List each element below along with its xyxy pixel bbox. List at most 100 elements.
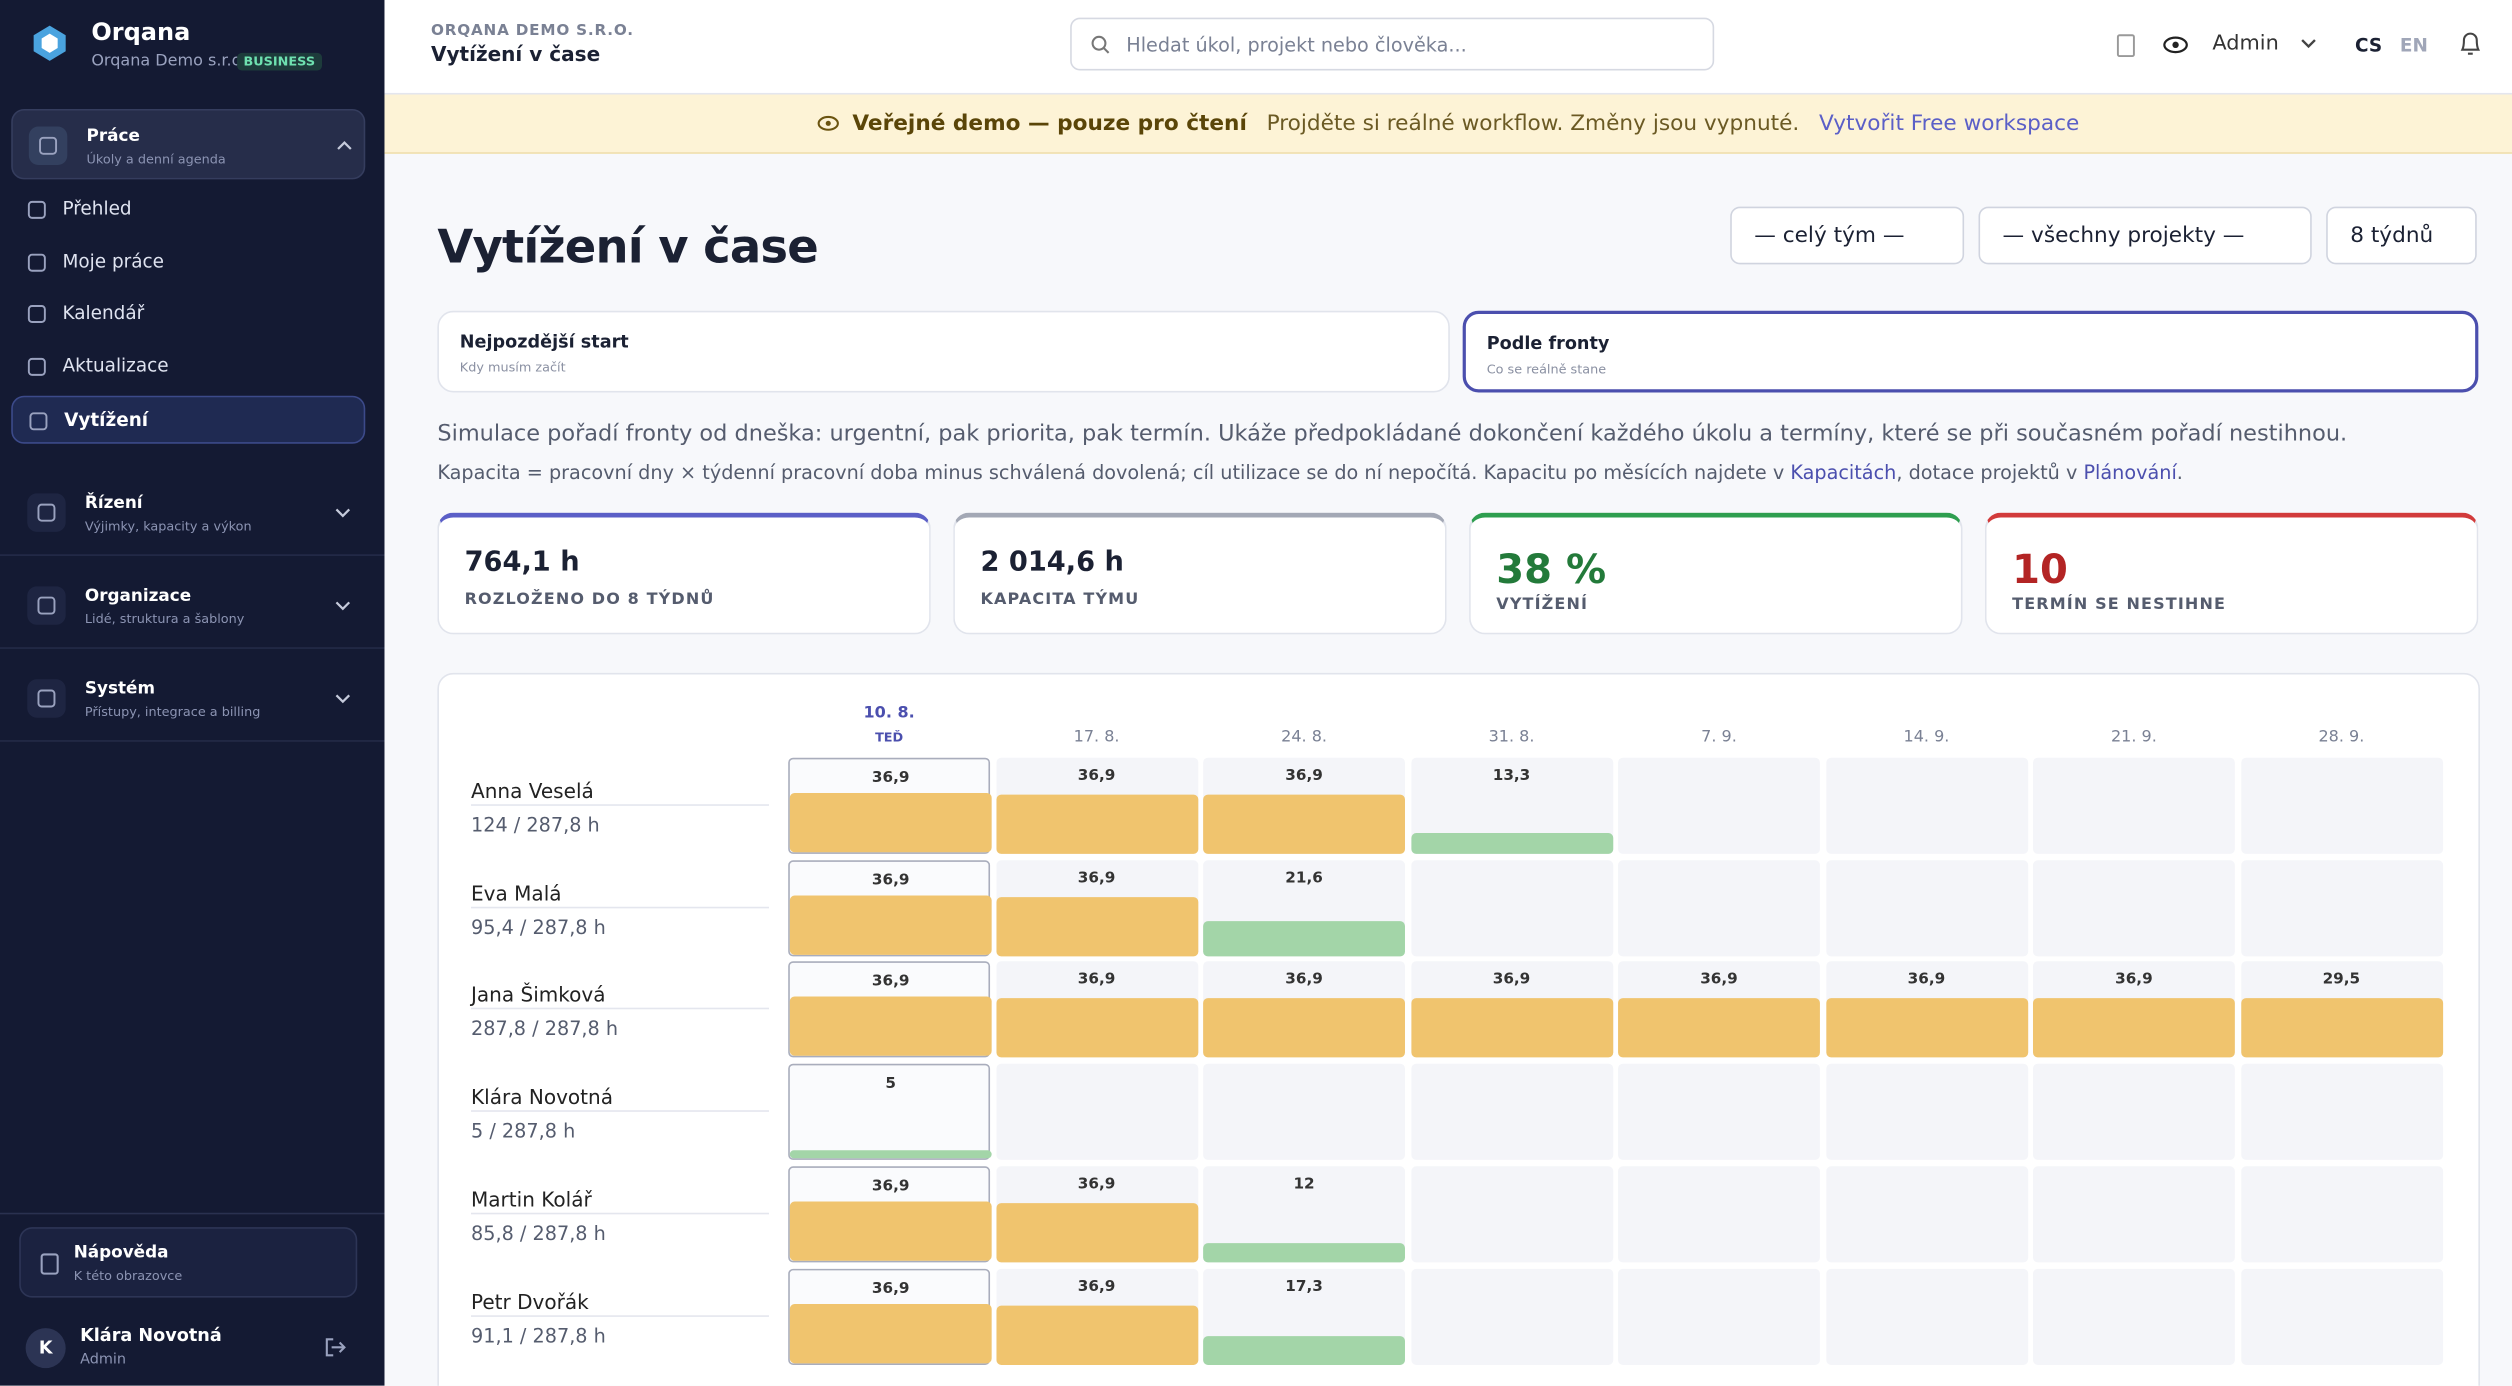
hours: 36,9 <box>1285 971 1323 990</box>
role-select[interactable]: Admin <box>2212 32 2279 57</box>
week-cell <box>1825 1063 2028 1161</box>
nav-item[interactable]: Moje práce <box>11 238 365 286</box>
hours: 13,3 <box>1492 767 1531 785</box>
week-cell: 36,9 <box>1825 961 2028 1058</box>
nav-item[interactable]: Vytížení <box>11 395 366 444</box>
stat-value: 2 014,6 h <box>980 546 1124 579</box>
hours: 36,9 <box>871 1177 910 1195</box>
load-bar <box>2240 998 2443 1058</box>
bell-icon[interactable] <box>2459 30 2481 57</box>
person-name: Jana Šimková <box>470 982 606 1007</box>
section-title: Systém <box>84 679 155 699</box>
week-label: 10. 8. <box>863 704 915 723</box>
lang-cs[interactable]: CS <box>2354 33 2383 57</box>
hours: 36,9 <box>1907 971 1946 990</box>
chevron <box>335 508 351 518</box>
tab[interactable]: Nejpozdější start Kdy musím začít <box>437 310 1450 393</box>
banner-link[interactable]: Vytvořit Free workspace <box>1819 110 2080 137</box>
banner-text: Projděte si reálné workflow. Změny jsou … <box>1266 110 1800 137</box>
nav-icon <box>27 200 46 219</box>
load-bar <box>1203 1242 1405 1263</box>
weeks-filter[interactable]: 8 týdnů <box>2326 206 2477 265</box>
week-cell: 21,6 <box>1203 859 1405 956</box>
person-total: 91,1 / 287,8 h <box>470 1324 606 1347</box>
nav-section[interactable]: Řízení Výjimky, kapacity a výkon <box>11 477 365 547</box>
divider <box>470 1008 769 1010</box>
help-box[interactable]: Nápověda K této obrazovce <box>19 1227 358 1298</box>
load-bar <box>789 1303 992 1363</box>
search-icon <box>1091 35 1110 54</box>
nav-label: Kalendář <box>62 301 145 325</box>
stat-card: 38 % VYTÍŽENÍ <box>1469 512 1963 635</box>
tab-subtitle: Co se reálně stane <box>1486 362 1607 377</box>
note-link[interactable]: Plánování <box>2083 461 2177 484</box>
nav-section[interactable]: Práce Úkoly a denní agenda <box>11 108 366 180</box>
week-cell: 12 <box>1203 1165 1405 1263</box>
user-name: Klára Novotná <box>80 1324 222 1346</box>
section-title: Řízení <box>84 493 143 513</box>
week-cell: 36,9 <box>788 859 992 956</box>
load-bar <box>789 895 992 955</box>
section-glyph <box>37 596 56 615</box>
divider <box>470 1110 769 1112</box>
week-cell <box>2240 757 2443 854</box>
section-subtitle: Úkoly a denní agenda <box>86 152 226 167</box>
week-cell: 36,9 <box>995 1165 1198 1263</box>
hours: 36,9 <box>1077 1277 1116 1296</box>
stat-value: 10 <box>2012 546 2068 593</box>
nav-item[interactable]: Přehled <box>11 186 365 234</box>
week-cell: 36,9 <box>788 961 992 1058</box>
nav-item[interactable]: Aktualizace <box>11 343 365 391</box>
header-org: ORQANA DEMO S.R.O. <box>430 22 634 41</box>
hours: 36,9 <box>871 1279 910 1297</box>
logout-icon[interactable] <box>324 1336 346 1358</box>
search[interactable]: Hledat úkol, projekt nebo člověka... <box>1070 17 1715 71</box>
load-bar <box>1410 832 1613 854</box>
stat-card: 2 014,6 h KAPACITA TÝMU <box>953 512 1447 635</box>
project-filter[interactable]: — všechny projekty — <box>1978 206 2312 265</box>
hours: 29,5 <box>2322 971 2361 990</box>
load-bar <box>1203 794 1405 854</box>
stat-card: 10 TERMÍN SE NESTIHNE <box>1984 512 2479 635</box>
week-cell <box>1618 859 1820 956</box>
week-label: 28. 9. <box>2318 728 2365 747</box>
hours: 5 <box>885 1075 897 1093</box>
divider <box>470 1314 769 1317</box>
divider <box>0 1212 385 1215</box>
nav-section[interactable]: Organizace Lidé, struktura a šablony <box>11 570 365 640</box>
hours: 21,6 <box>1285 869 1323 888</box>
hours: 36,9 <box>1285 767 1323 785</box>
nav-item[interactable]: Kalendář <box>11 291 365 339</box>
help-icon <box>40 1253 59 1275</box>
load-bar <box>995 794 1198 854</box>
nav-section[interactable]: Systém Přístupy, integrace a billing <box>11 663 365 733</box>
tab[interactable]: Podle fronty Co se reálně stane <box>1462 310 2479 393</box>
nav-label: Přehled <box>62 197 132 220</box>
load-bar <box>995 1304 1198 1365</box>
book-icon[interactable] <box>2116 34 2135 58</box>
week-label: 21. 9. <box>2110 728 2157 747</box>
team-filter[interactable]: — celý tým — <box>1730 206 1965 265</box>
note: Kapacita = pracovní dny × týdenní pracov… <box>437 461 2183 483</box>
week-cell <box>1618 1063 1820 1161</box>
week-cell <box>1410 1165 1613 1263</box>
user-role: Admin <box>80 1352 127 1369</box>
hours: 36,9 <box>871 768 910 787</box>
week-label: 17. 8. <box>1073 728 1120 747</box>
load-bar <box>789 997 992 1057</box>
section-icon <box>27 586 66 625</box>
week-cell: 36,9 <box>788 757 992 854</box>
note-link[interactable]: Kapacitách <box>1790 461 1897 484</box>
lang-en[interactable]: EN <box>2399 33 2428 57</box>
stat-label: ROZLOŽENO DO 8 TÝDNŮ <box>464 591 715 609</box>
person-total: 287,8 / 287,8 h <box>470 1017 619 1041</box>
hours: 36,9 <box>1077 767 1116 785</box>
section-title: Práce <box>86 126 140 146</box>
hours: 36,9 <box>2115 971 2153 990</box>
tab-subtitle: Kdy musím začít <box>459 360 566 375</box>
load-bar <box>995 896 1198 956</box>
person-total: 5 / 287,8 h <box>470 1119 576 1143</box>
person-name: Klára Novotná <box>470 1084 614 1109</box>
hours: 36,9 <box>871 871 910 889</box>
